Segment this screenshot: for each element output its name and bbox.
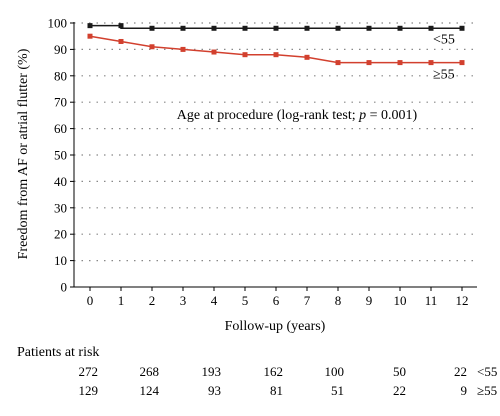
series-line-1 bbox=[89, 35, 462, 64]
series-0-point-8 bbox=[335, 25, 341, 31]
y-tick-label-80: 80 bbox=[54, 68, 67, 83]
y-axis-label: Freedom from AF or atrial flutter (%) bbox=[16, 48, 31, 259]
x-tick-label-6: 6 bbox=[273, 293, 280, 308]
risk-value-r1-c4: 51 bbox=[331, 383, 344, 398]
series-1-point-11 bbox=[428, 60, 434, 66]
series-1-point-9 bbox=[366, 60, 372, 66]
risk-value-r0-c3: 162 bbox=[264, 364, 284, 379]
risk-value-r1-c2: 93 bbox=[208, 383, 221, 398]
series-0-point-6 bbox=[273, 25, 279, 31]
risk-table: 272 268 193 162 100 50 22 <55 129 124 93 81 51 22 9 ≥55 bbox=[79, 364, 498, 398]
y-tick-label-10: 10 bbox=[54, 253, 67, 268]
y-tick-label-50: 50 bbox=[54, 148, 67, 163]
y-tick-label-0: 0 bbox=[61, 280, 68, 295]
x-axis-label: Follow-up (years) bbox=[225, 319, 326, 334]
y-tick-label-60: 60 bbox=[54, 121, 67, 136]
series-1-point-1 bbox=[118, 38, 124, 44]
series-group bbox=[87, 23, 465, 66]
x-tick-label-3: 3 bbox=[180, 293, 187, 308]
series-line-0 bbox=[90, 24, 462, 30]
risk-value-r0-c1: 268 bbox=[140, 364, 160, 379]
series-0-point-12 bbox=[459, 25, 465, 31]
series-0-point-10 bbox=[397, 25, 403, 31]
y-tick-label-40: 40 bbox=[54, 174, 67, 189]
series-1-point-3 bbox=[180, 46, 186, 52]
risk-value-r0-c6: 22 bbox=[454, 364, 467, 379]
series-0-point-0 bbox=[87, 23, 93, 29]
series-0-point-2 bbox=[149, 25, 155, 31]
x-tick-label-9: 9 bbox=[366, 293, 373, 308]
risk-value-r1-c5: 22 bbox=[393, 383, 406, 398]
series-0-point-3 bbox=[180, 25, 186, 31]
series-1-point-0 bbox=[87, 33, 93, 39]
y-tick-label-100: 100 bbox=[48, 16, 68, 31]
series-1-point-7 bbox=[304, 54, 310, 60]
x-tick-label-4: 4 bbox=[211, 293, 218, 308]
y-tick-label-20: 20 bbox=[54, 227, 67, 242]
series-1-point-8 bbox=[335, 60, 341, 66]
risk-table-title: Patients at risk bbox=[17, 345, 99, 360]
risk-value-r1-c3: 81 bbox=[270, 383, 283, 398]
x-tick-label-1: 1 bbox=[118, 293, 125, 308]
x-tick-label-11: 11 bbox=[425, 293, 438, 308]
annotation-var: p bbox=[358, 108, 366, 123]
annotation-prefix: Age at procedure (log-rank test; bbox=[177, 108, 359, 123]
series-1-point-4 bbox=[211, 49, 217, 55]
x-tick-label-7: 7 bbox=[304, 293, 311, 308]
y-tick-label-30: 30 bbox=[54, 200, 67, 215]
x-tick-label-5: 5 bbox=[242, 293, 249, 308]
risk-value-r1-c6: 9 bbox=[461, 383, 468, 398]
risk-row-label-1: ≥55 bbox=[477, 383, 497, 398]
x-tick-label-10: 10 bbox=[394, 293, 407, 308]
x-axis-ticks: 0 1 2 3 4 5 6 7 8 9 10 11 12 bbox=[87, 287, 469, 308]
x-tick-label-2: 2 bbox=[149, 293, 156, 308]
x-tick-label-8: 8 bbox=[335, 293, 342, 308]
risk-value-r0-c5: 50 bbox=[393, 364, 406, 379]
risk-value-r0-c4: 100 bbox=[325, 364, 345, 379]
x-tick-label-12: 12 bbox=[456, 293, 469, 308]
risk-value-r1-c1: 124 bbox=[140, 383, 160, 398]
series-1-point-2 bbox=[149, 44, 155, 50]
y-tick-label-90: 90 bbox=[54, 42, 67, 57]
gridlines bbox=[74, 22, 477, 262]
annotation: Age at procedure (log-rank test; p = 0.0… bbox=[177, 108, 418, 123]
series-label-1: ≥55 bbox=[433, 68, 455, 83]
series-0-point-1 bbox=[118, 23, 124, 29]
series-1-point-5 bbox=[242, 52, 248, 58]
series-1-point-10 bbox=[397, 60, 403, 66]
y-axis-ticks: 0 10 20 30 40 50 60 70 80 90 100 bbox=[48, 16, 74, 295]
y-tick-label-70: 70 bbox=[54, 95, 67, 110]
series-0-point-9 bbox=[366, 25, 372, 31]
risk-value-r0-c0: 272 bbox=[79, 364, 99, 379]
x-tick-label-0: 0 bbox=[87, 293, 94, 308]
series-label-0: <55 bbox=[433, 32, 455, 47]
series-0-point-4 bbox=[211, 25, 217, 31]
risk-row-label-0: <55 bbox=[477, 364, 497, 379]
series-0-point-11 bbox=[428, 25, 434, 31]
risk-value-r1-c0: 129 bbox=[79, 383, 99, 398]
annotation-suffix: = 0.001) bbox=[366, 108, 417, 123]
risk-value-r0-c2: 193 bbox=[202, 364, 222, 379]
series-1-point-12 bbox=[459, 60, 465, 66]
series-1-point-6 bbox=[273, 52, 279, 58]
series-0-point-5 bbox=[242, 25, 248, 31]
series-0-point-7 bbox=[304, 25, 310, 31]
series-labels: <55 ≥55 bbox=[433, 32, 455, 82]
